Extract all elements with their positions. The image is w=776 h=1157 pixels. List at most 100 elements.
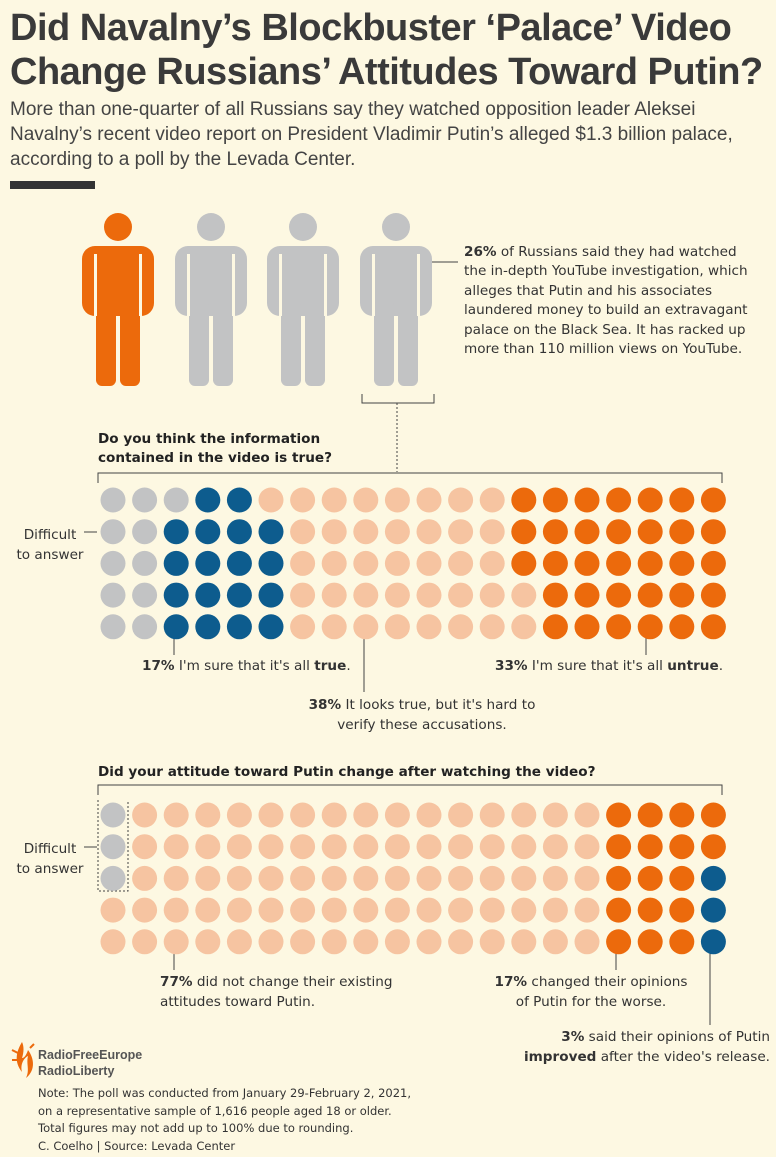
q2-dot-did-not-change-their-exi <box>416 929 442 955</box>
q2-worse-pct: 17% <box>494 974 528 990</box>
q1-dot-it-looks-true-but-it-s-h <box>290 487 316 513</box>
q1-dot-it-looks-true-but-it-s-h <box>321 487 347 513</box>
person-icon <box>175 213 247 386</box>
q2-dot-did-not-change-their-exi <box>574 834 600 860</box>
q1-dot-i-m-sure-that-it-s-all-u <box>669 582 695 608</box>
q2-dot-did-not-change-their-exi <box>290 929 316 955</box>
q1-dot-it-looks-true-but-it-s-h <box>353 487 379 513</box>
q2-dot-did-not-change-their-exi <box>384 897 410 923</box>
q1-dot-i-m-sure-that-it-s-all-u <box>574 487 600 513</box>
subtitle-line-1: More than one-quarter of all Russians sa… <box>10 99 696 120</box>
q1-dot-it-looks-true-but-it-s-h <box>448 550 474 576</box>
q1-dot-difficult-to-answer <box>100 550 126 576</box>
q2-dot-did-not-change-their-exi <box>353 865 379 891</box>
q1-untrue-text: I'm sure that it's all <box>527 658 668 674</box>
q1-dot-it-looks-true-but-it-s-h <box>290 550 316 576</box>
q1-untrue-pct: 33% <box>495 658 528 674</box>
watched-value: 26% <box>464 244 497 260</box>
q1-dot-i-m-sure-that-it-s-all-u <box>637 487 663 513</box>
q2-dot-changed-their-opinions-o <box>700 834 726 860</box>
rferl-logo: RadioFreeEurope RadioLiberty <box>38 1047 142 1079</box>
q1-dot-i-m-sure-that-it-s-all-t <box>258 582 284 608</box>
q1-dot-i-m-sure-that-it-s-all-u <box>606 582 632 608</box>
q1-dot-i-m-sure-that-it-s-all-u <box>700 550 726 576</box>
q2-dot-said-their-opinions-of-p <box>700 897 726 923</box>
people-icons <box>82 213 432 386</box>
q1-dot-it-looks-true-but-it-s-h <box>384 614 410 640</box>
q2-dot-did-not-change-their-exi <box>542 834 568 860</box>
q2-dot-changed-their-opinions-o <box>700 802 726 828</box>
q2-dot-did-not-change-their-exi <box>290 802 316 828</box>
q1-dot-i-m-sure-that-it-s-all-t <box>226 550 252 576</box>
credit-line: C. Coelho | Source: Levada Center <box>38 1138 236 1153</box>
q1-dot-i-m-sure-that-it-s-all-t <box>195 614 221 640</box>
q1-untrue-label: 33% I'm sure that it's all untrue. <box>495 656 723 676</box>
q2-dot-did-not-change-their-exi <box>384 802 410 828</box>
q2-dot-difficult-to-answer <box>100 802 126 828</box>
q1-dot-it-looks-true-but-it-s-h <box>448 614 474 640</box>
q2-dot-did-not-change-their-exi <box>321 802 347 828</box>
q1-dot-i-m-sure-that-it-s-all-t <box>195 582 221 608</box>
q1-mostly-text-2: verify these accusations. <box>337 717 507 733</box>
q1-dot-it-looks-true-but-it-s-h <box>321 519 347 545</box>
q2-improved-bold: improved <box>523 1049 597 1065</box>
q2-question: Did your attitude toward Putin change af… <box>98 764 596 780</box>
q2-improved-pct: 3% <box>561 1029 585 1045</box>
q2-dot-did-not-change-their-exi <box>163 802 189 828</box>
q1-dot-i-m-sure-that-it-s-all-u <box>574 582 600 608</box>
q1-dot-i-m-sure-that-it-s-all-u <box>606 519 632 545</box>
q2-dot-changed-their-opinions-o <box>606 897 632 923</box>
q2-dot-did-not-change-their-exi <box>511 802 537 828</box>
q2-dot-did-not-change-their-exi <box>258 834 284 860</box>
q2-dot-did-not-change-their-exi <box>448 802 474 828</box>
q1-dot-it-looks-true-but-it-s-h <box>479 614 505 640</box>
title-line-2: Change Russians’ Attitudes Toward Putin? <box>10 51 763 93</box>
q2-dot-changed-their-opinions-o <box>637 865 663 891</box>
q2-dot-changed-their-opinions-o <box>606 834 632 860</box>
q1-dot-it-looks-true-but-it-s-h <box>384 519 410 545</box>
q1-dot-i-m-sure-that-it-s-all-t <box>195 550 221 576</box>
q2-dot-did-not-change-their-exi <box>416 865 442 891</box>
q2-dot-did-not-change-their-exi <box>290 897 316 923</box>
q2-dot-did-not-change-their-exi <box>448 929 474 955</box>
watched-text-2: the in-depth YouTube investigation, whic… <box>464 263 748 280</box>
q1-dot-i-m-sure-that-it-s-all-u <box>637 519 663 545</box>
q1-dot-i-m-sure-that-it-s-all-u <box>606 550 632 576</box>
q2-dot-did-not-change-their-exi <box>321 865 347 891</box>
q1-dot-i-m-sure-that-it-s-all-t <box>226 519 252 545</box>
q2-dot-did-not-change-their-exi <box>353 802 379 828</box>
q1-dot-it-looks-true-but-it-s-h <box>290 582 316 608</box>
q2-dot-difficult-to-answer <box>100 865 126 891</box>
q1-dot-it-looks-true-but-it-s-h <box>511 582 537 608</box>
q2-difficult-line-2: to answer <box>16 861 84 877</box>
q2-dot-did-not-change-their-exi <box>511 897 537 923</box>
q2-improved-text-2: after the video's release. <box>596 1049 770 1065</box>
q2-dot-did-not-change-their-exi <box>195 834 221 860</box>
q1-question-line-1: Do you think the information <box>98 431 321 447</box>
q1-dot-it-looks-true-but-it-s-h <box>448 519 474 545</box>
q2-dot-did-not-change-their-exi <box>448 897 474 923</box>
q1-dot-it-looks-true-but-it-s-h <box>416 582 442 608</box>
q1-dot-it-looks-true-but-it-s-h <box>416 519 442 545</box>
q1-mostly-label: 38% It looks true, but it's hard to veri… <box>300 695 544 735</box>
q1-dot-i-m-sure-that-it-s-all-u <box>669 519 695 545</box>
q1-dot-i-m-sure-that-it-s-all-u <box>669 487 695 513</box>
person-icon-watched <box>82 213 154 386</box>
q1-dot-it-looks-true-but-it-s-h <box>511 614 537 640</box>
q2-dot-did-not-change-their-exi <box>479 802 505 828</box>
q1-dot-i-m-sure-that-it-s-all-t <box>163 582 189 608</box>
waffle-chart-q2 <box>100 802 726 955</box>
q2-dot-did-not-change-their-exi <box>100 897 126 923</box>
q1-dot-it-looks-true-but-it-s-h <box>479 487 505 513</box>
q2-dot-did-not-change-their-exi <box>195 802 221 828</box>
q1-mostly-text-1: It looks true, but it's hard to <box>341 697 536 713</box>
q2-dot-said-their-opinions-of-p <box>700 865 726 891</box>
q1-dot-it-looks-true-but-it-s-h <box>353 582 379 608</box>
q2-dot-changed-their-opinions-o <box>669 929 695 955</box>
q1-dot-i-m-sure-that-it-s-all-u <box>542 582 568 608</box>
q1-dot-it-looks-true-but-it-s-h <box>448 487 474 513</box>
note-line-1: Note: The poll was conducted from Januar… <box>38 1086 411 1100</box>
q2-dot-did-not-change-their-exi <box>132 834 158 860</box>
watched-text-1: of Russians said they had watched <box>496 244 737 260</box>
q2-dot-changed-their-opinions-o <box>637 802 663 828</box>
